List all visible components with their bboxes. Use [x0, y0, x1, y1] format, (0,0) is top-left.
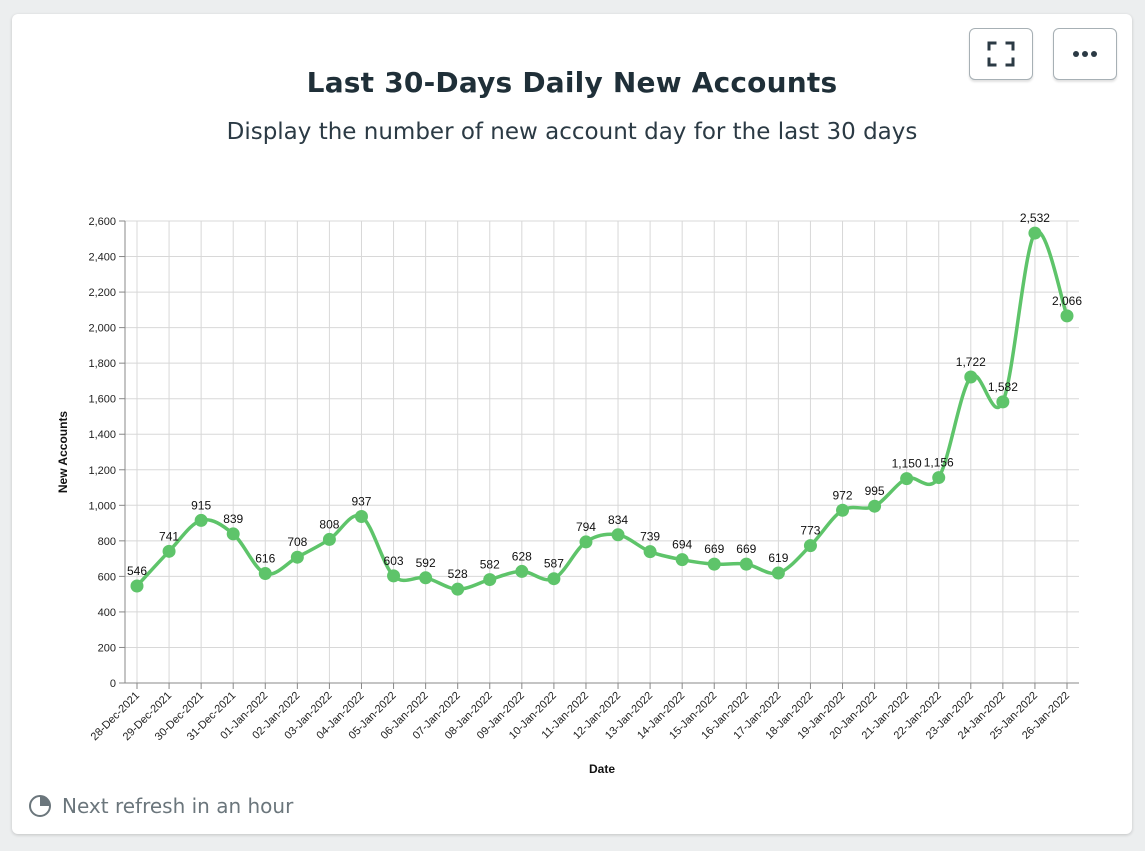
data-label: 669: [736, 542, 756, 556]
data-label: 773: [800, 524, 820, 538]
data-label: 1,582: [988, 380, 1018, 394]
y-tick-label: 800: [98, 536, 116, 548]
series-line: [135, 229, 1069, 591]
y-tick-label: 600: [98, 571, 116, 583]
data-point: [771, 566, 785, 580]
refresh-text: Next refresh in an hour: [62, 794, 294, 818]
data-label: 937: [351, 495, 371, 509]
y-tick-label: 200: [98, 642, 116, 654]
data-point: [322, 532, 336, 546]
data-label: 694: [672, 538, 692, 552]
data-point: [1060, 309, 1074, 323]
data-point: [611, 528, 625, 542]
data-point: [290, 550, 304, 564]
y-tick-label: 2,000: [88, 323, 116, 335]
data-label: 669: [704, 542, 724, 556]
chart-card: Last 30-Days Daily New Accounts Display …: [12, 14, 1132, 834]
line-chart: 0 200 400 600 800 1,000 1,200 1,400 1,600 1,800 2,…: [56, 211, 1082, 776]
data-point: [162, 544, 176, 558]
y-tick-label: 1,200: [88, 465, 116, 477]
data-point: [579, 535, 593, 549]
more-options-button[interactable]: [1053, 28, 1117, 80]
data-label: 834: [608, 513, 628, 527]
data-point: [675, 553, 689, 567]
data-label: 741: [159, 529, 179, 543]
y-tick-label: 1,600: [88, 394, 116, 406]
data-label: 739: [640, 530, 660, 544]
data-point: [803, 539, 817, 553]
data-point: [707, 557, 721, 571]
expand-button[interactable]: [969, 28, 1033, 80]
data-label: 808: [319, 517, 339, 531]
data-point: [130, 579, 144, 593]
data-label: 582: [480, 558, 500, 572]
data-label: 2,066: [1052, 294, 1082, 308]
data-point: [643, 545, 657, 559]
y-tick-label: 0: [110, 678, 116, 690]
y-tick-label: 400: [98, 607, 116, 619]
y-axis-title: New Accounts: [56, 411, 70, 494]
data-label: 2,532: [1020, 211, 1050, 225]
y-tick-label: 2,600: [88, 216, 116, 228]
data-label: 528: [448, 567, 468, 581]
y-tick-label: 1,800: [88, 358, 116, 370]
data-label: 708: [287, 535, 307, 549]
data-point: [996, 395, 1010, 409]
fullscreen-icon: [987, 41, 1015, 67]
ellipsis-icon: [1073, 51, 1097, 57]
data-label: 546: [127, 564, 147, 578]
data-point: [226, 527, 240, 541]
data-point: [483, 573, 497, 587]
refresh-status: Next refresh in an hour: [28, 794, 293, 818]
y-tick-label: 2,200: [88, 287, 116, 299]
chart-title: Last 30-Days Daily New Accounts: [306, 66, 838, 99]
data-label: 995: [865, 484, 885, 498]
data-point: [515, 564, 529, 578]
data-point: [419, 571, 433, 585]
data-point: [547, 572, 561, 586]
data-point: [964, 370, 978, 384]
pie-clock-icon: [29, 795, 51, 817]
data-label: 839: [223, 512, 243, 526]
data-point: [900, 472, 914, 486]
data-label: 616: [255, 552, 275, 566]
x-axis-title: Date: [589, 762, 615, 776]
data-point: [451, 582, 465, 596]
y-tick-label: 1,000: [88, 500, 116, 512]
data-label: 619: [768, 551, 788, 565]
y-tick-label: 1,400: [88, 429, 116, 441]
y-tick-label: 2,400: [88, 252, 116, 264]
data-point: [387, 569, 401, 583]
data-label: 794: [576, 520, 596, 534]
data-point: [354, 510, 368, 524]
data-label: 628: [512, 549, 532, 563]
data-label: 915: [191, 498, 211, 512]
chart-subtitle: Display the number of new account day fo…: [226, 119, 918, 145]
data-point: [868, 499, 882, 513]
data-point: [194, 513, 208, 527]
data-label: 1,156: [924, 456, 954, 470]
data-point: [258, 567, 272, 581]
data-label: 1,150: [892, 457, 922, 471]
data-point: [836, 503, 850, 517]
data-point: [739, 557, 753, 571]
data-point: [932, 471, 946, 485]
data-label: 972: [833, 488, 853, 502]
data-label: 603: [384, 554, 404, 568]
data-label: 587: [544, 557, 564, 571]
data-label: 592: [416, 556, 436, 570]
data-point: [1028, 226, 1042, 240]
data-label: 1,722: [956, 355, 986, 369]
